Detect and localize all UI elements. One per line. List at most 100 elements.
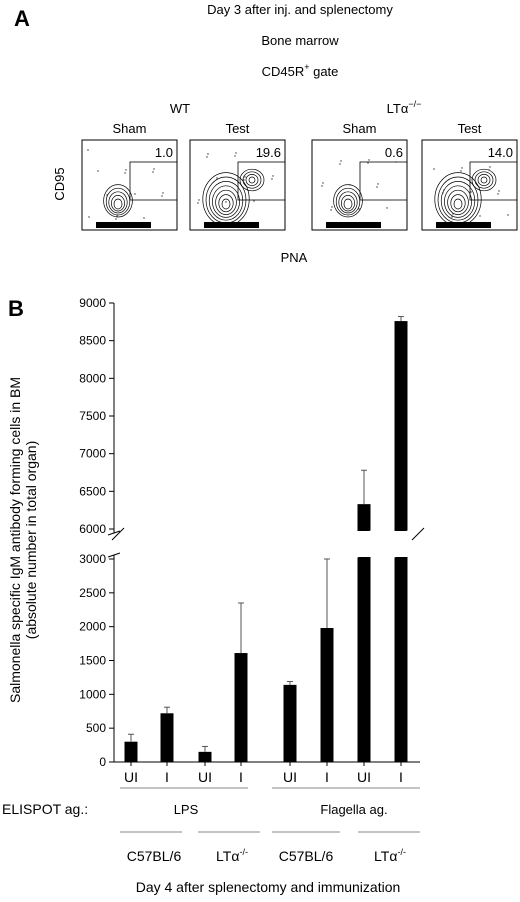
contour-line xyxy=(221,198,231,210)
contour-line xyxy=(113,198,123,210)
event-dot xyxy=(161,195,163,197)
gate-box xyxy=(237,161,286,201)
bar xyxy=(160,713,174,762)
contour-line xyxy=(239,168,265,192)
event-dot xyxy=(87,149,89,151)
event-dot xyxy=(106,194,108,196)
event-dot xyxy=(321,185,323,187)
bar xyxy=(320,628,334,762)
contour-line xyxy=(480,176,488,184)
contour-line xyxy=(338,191,358,214)
contour-line xyxy=(103,184,133,218)
event-dot xyxy=(234,155,236,157)
y-axis-label-line-1: Salmonella specific IgM antibody forming… xyxy=(7,377,23,703)
bar-break-mark xyxy=(353,529,375,539)
event-dot xyxy=(115,218,117,220)
event-dot xyxy=(97,170,99,172)
event-dot xyxy=(497,193,499,195)
contour-line xyxy=(335,187,361,216)
event-dot xyxy=(433,168,435,170)
event-dot xyxy=(116,215,118,217)
bar-break-mark xyxy=(353,549,375,559)
contour-line xyxy=(245,174,259,186)
contour-line xyxy=(108,191,128,214)
bar-lower-segment xyxy=(394,557,408,762)
event-dot xyxy=(376,186,378,188)
event-dot xyxy=(207,153,209,155)
event-dot xyxy=(271,178,273,180)
gate-percentage: 14.0 xyxy=(488,145,513,160)
y-axis-label-line-2: (absolute number in total organ) xyxy=(23,441,39,639)
x-tick-label: UI xyxy=(283,769,297,785)
event-dot xyxy=(470,191,472,193)
event-dot xyxy=(442,192,444,194)
y-tick-label: 8500 xyxy=(79,334,106,348)
event-dot xyxy=(253,200,255,202)
event-dot xyxy=(235,152,237,154)
event-dot xyxy=(244,176,246,178)
event-dot xyxy=(262,154,264,156)
event-dot xyxy=(339,163,341,165)
event-band xyxy=(96,222,151,228)
event-dot xyxy=(443,189,445,191)
x-axis-label-pna: PNA xyxy=(281,250,308,265)
panel-a-title-line-2: Bone marrow xyxy=(261,33,339,48)
flow-plot-3: Sham 0.6 xyxy=(311,121,408,231)
y-tick-label: 7500 xyxy=(79,409,106,423)
contour-line xyxy=(474,171,494,189)
event-dot xyxy=(460,170,462,172)
bar xyxy=(394,321,408,531)
contour-line xyxy=(453,198,463,210)
contour-line xyxy=(440,181,476,221)
antigen-label-flagella: Flagella ag. xyxy=(320,802,387,817)
gate-box xyxy=(359,161,408,201)
strain-label-c57bl6-2: C57BL/6 xyxy=(279,848,334,864)
event-dot xyxy=(206,156,208,158)
gate-percentage: 0.6 xyxy=(385,145,403,160)
event-dot xyxy=(349,184,351,186)
flow-plot-4: Test 14.0 xyxy=(421,121,518,231)
contour-line xyxy=(111,195,125,212)
y-tick-label: 1000 xyxy=(79,687,106,701)
event-dot xyxy=(225,201,227,203)
bar-chart: 6000 6500 7000 7500 8000 8500 9000 0 500 1000 1500… xyxy=(79,296,425,785)
y-tick-label: 0 xyxy=(99,755,106,769)
bar xyxy=(357,504,371,531)
contour-line xyxy=(215,189,237,215)
event-dot xyxy=(368,159,370,161)
y-tick-label: 8000 xyxy=(79,371,106,385)
x-tick-label: UI xyxy=(198,769,212,785)
group-label-lta: LTα−/− xyxy=(387,99,422,116)
event-dot xyxy=(358,208,360,210)
x-tick-label: UI xyxy=(124,769,138,785)
event-dot xyxy=(143,217,145,219)
bar-break-mark xyxy=(390,549,412,559)
y-tick-label: 6000 xyxy=(79,522,106,536)
flow-plot-1: Sham 1.0 xyxy=(81,121,178,231)
bar xyxy=(198,751,212,762)
event-dot xyxy=(377,183,379,185)
elispot-label: ELISPOT ag.: xyxy=(2,801,88,817)
bar-lower-segment xyxy=(357,557,371,762)
contour-line xyxy=(212,185,240,218)
event-dot xyxy=(272,175,274,177)
flow-plot-label: Test xyxy=(226,121,250,136)
event-dot xyxy=(367,162,369,164)
panel-a-letter: A xyxy=(14,6,30,31)
contour-line xyxy=(208,181,244,221)
event-dot xyxy=(507,214,509,216)
axis-break-mark xyxy=(111,527,125,541)
event-dot xyxy=(322,182,324,184)
flow-plot-2: Test 19.6 xyxy=(189,121,286,231)
event-dot xyxy=(461,167,463,169)
contour-line xyxy=(218,194,234,213)
event-dot xyxy=(395,161,397,163)
x-tick-label: I xyxy=(165,769,169,785)
event-dot xyxy=(198,199,200,201)
event-dot xyxy=(125,169,127,171)
bar-break-mark xyxy=(390,529,412,539)
event-dot xyxy=(479,215,481,217)
contour-line xyxy=(341,195,355,212)
y-axis-label-cd95: CD95 xyxy=(52,167,67,200)
event-band xyxy=(326,222,381,228)
